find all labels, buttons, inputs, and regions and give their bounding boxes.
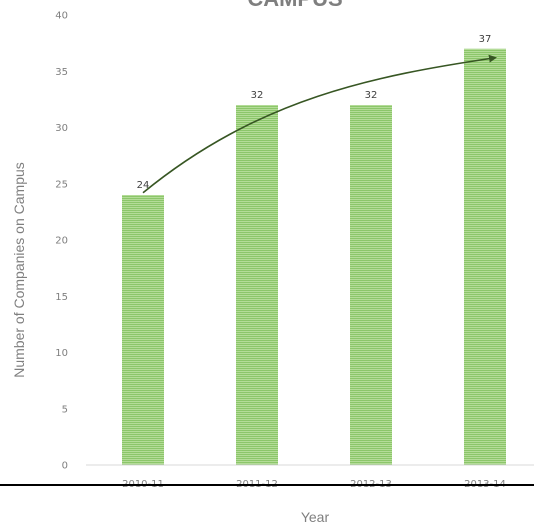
trend-arrow [142,54,497,194]
bar [122,195,164,465]
bar [464,48,506,465]
data-label: 32 [365,90,378,101]
data-label: 32 [251,90,264,101]
y-tick-label: 20 [55,236,68,247]
bars [122,48,506,465]
y-tick-label: 35 [55,67,68,78]
y-tick-label: 10 [55,348,68,359]
y-tick-label: 30 [55,123,68,134]
data-label: 37 [479,34,492,45]
chart-title: CAMPUS [247,0,342,11]
y-tick-label: 40 [55,11,68,22]
y-axis-ticks: 0 5 10 15 20 25 30 35 40 [55,11,68,472]
y-tick-label: 25 [55,179,68,190]
y-tick-label: 15 [55,292,68,303]
data-labels: 24 32 32 37 [137,34,492,191]
y-axis-title: Number of Companies on Campus [11,162,27,378]
x-axis-title: Year [301,509,330,524]
y-tick-label: 5 [62,404,68,415]
bar [350,105,392,465]
bar [236,105,278,465]
y-tick-label: 0 [62,461,68,472]
data-label: 24 [137,180,150,191]
